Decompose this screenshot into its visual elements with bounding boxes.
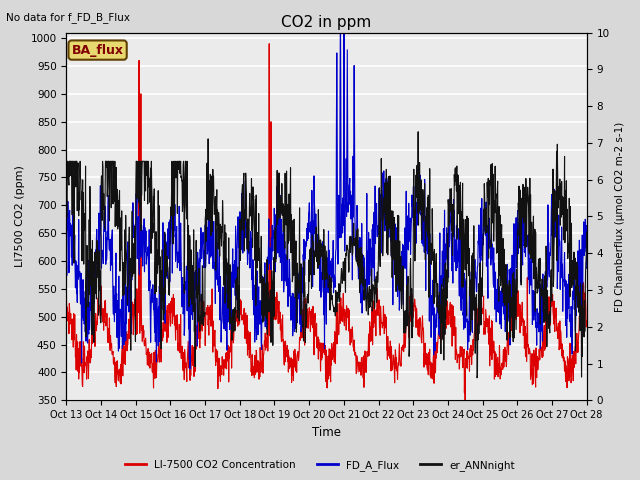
Legend: LI-7500 CO2 Concentration, FD_A_Flux, er_ANNnight: LI-7500 CO2 Concentration, FD_A_Flux, er… bbox=[121, 456, 519, 475]
Y-axis label: LI7500 CO2 (ppm): LI7500 CO2 (ppm) bbox=[15, 166, 25, 267]
X-axis label: Time: Time bbox=[312, 426, 341, 439]
Title: CO2 in ppm: CO2 in ppm bbox=[282, 15, 372, 30]
Text: BA_flux: BA_flux bbox=[72, 44, 124, 57]
Text: No data for f_FD_B_Flux: No data for f_FD_B_Flux bbox=[6, 12, 131, 23]
Y-axis label: FD Chamberflux (μmol CO2 m-2 s-1): FD Chamberflux (μmol CO2 m-2 s-1) bbox=[615, 121, 625, 312]
